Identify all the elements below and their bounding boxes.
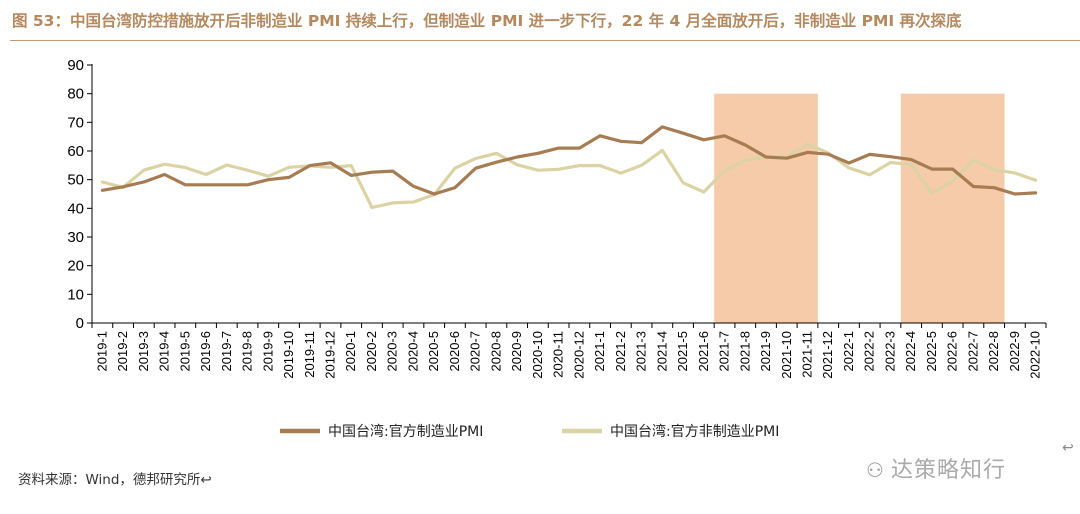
- x-tick-label: 2022-10: [1028, 331, 1043, 379]
- x-tick-label: 2022-4: [903, 331, 918, 371]
- title-divider: [10, 40, 1080, 41]
- x-tick-label: 2019-6: [198, 331, 213, 371]
- x-tick-label: 2021-5: [675, 331, 690, 371]
- y-tick-label: 10: [67, 286, 84, 303]
- x-tick-label: 2020-2: [364, 331, 379, 371]
- x-tick-label: 2021-8: [737, 331, 752, 371]
- x-tick-label: 2020-6: [447, 331, 462, 371]
- x-tick-label: 2022-1: [841, 331, 856, 371]
- series-line-1: [100, 125, 1038, 196]
- x-tick-label: 2019-9: [260, 331, 275, 371]
- x-tick-label: 2019-8: [240, 331, 255, 371]
- legend-label-1: 中国台湾:官方制造业PMI: [328, 423, 483, 440]
- x-tick-label: 2019-7: [219, 331, 234, 371]
- shaded-range-1: [714, 93, 818, 323]
- x-tick-label: 2021-9: [758, 331, 773, 371]
- x-tick-label: 2022-5: [924, 331, 939, 371]
- y-tick-label: 70: [67, 114, 84, 131]
- y-tick-label: 40: [67, 200, 84, 217]
- x-axis-ticks: 2019-1 2019-2 2019-3 2019-4 2019-5 2019-6 2019…: [91, 323, 1047, 379]
- x-tick-label: 2022-7: [965, 331, 980, 371]
- x-tick-label: 2021-3: [634, 331, 649, 371]
- watermark: ⚇ 达策略知行: [866, 452, 1006, 484]
- x-tick-label: 2022-6: [945, 331, 960, 371]
- x-tick-label: 2019-4: [157, 331, 172, 371]
- figure-title: 图 53：中国台湾防控措施放开后非制造业 PMI 持续上行，但制造业 PMI 进…: [12, 12, 962, 30]
- x-tick-label: 2019-3: [136, 331, 151, 371]
- x-tick-label: 2021-6: [696, 331, 711, 371]
- x-tick-label: 2020-4: [405, 331, 420, 371]
- y-axis-ticks: 0 10 20 30 40 50 60 70 80 90: [67, 57, 92, 332]
- x-tick-label: 2019-2: [115, 331, 130, 371]
- watermark-text: 达策略知行: [890, 458, 1006, 483]
- x-tick-label: 2020-3: [385, 331, 400, 371]
- y-tick-label: 0: [76, 315, 84, 332]
- x-tick-label: 2020-8: [488, 331, 503, 371]
- x-tick-label: 2022-8: [986, 331, 1001, 371]
- y-tick-label: 60: [67, 143, 84, 160]
- y-tick-label: 90: [67, 57, 84, 74]
- x-tick-label: 2022-2: [862, 331, 877, 371]
- x-tick-label: 2021-1: [592, 331, 607, 371]
- series-lines: [100, 125, 1038, 210]
- x-tick-label: 2022-3: [882, 331, 897, 371]
- x-tick-label: 2021-12: [820, 331, 835, 379]
- x-tick-label: 2019-10: [281, 331, 296, 379]
- shaded-range-2: [900, 93, 1005, 323]
- y-tick-label: 20: [67, 258, 84, 275]
- x-tick-label: 2020-11: [551, 331, 566, 378]
- return-mark: ↩: [1062, 440, 1074, 456]
- x-tick-label: 2019-12: [323, 331, 338, 379]
- shaded-regions: [714, 93, 1005, 323]
- x-tick-label: 2020-1: [343, 331, 358, 371]
- x-tick-label: 2019-11: [302, 331, 317, 378]
- x-tick-label: 2019-5: [177, 331, 192, 371]
- x-tick-label: 2020-5: [426, 331, 441, 371]
- x-tick-label: 2020-9: [509, 331, 524, 371]
- x-tick-label: 2022-9: [1007, 331, 1022, 371]
- y-tick-label: 80: [67, 86, 84, 103]
- y-tick-label: 50: [67, 172, 84, 189]
- x-tick-label: 2021-7: [717, 331, 732, 371]
- series-line-2: [100, 142, 1038, 210]
- legend-label-2: 中国台湾:官方非制造业PMI: [610, 423, 779, 440]
- x-tick-label: 2021-2: [613, 331, 628, 371]
- x-tick-label: 2020-7: [468, 331, 483, 371]
- x-tick-label: 2020-12: [571, 331, 586, 379]
- x-tick-label: 2020-10: [530, 331, 545, 379]
- x-tick-label: 2021-4: [654, 331, 669, 371]
- source-note: 资料来源：Wind，德邦研究所↩: [18, 472, 212, 488]
- x-tick-label: 2021-11: [800, 331, 815, 378]
- x-tick-label: 2021-10: [779, 331, 794, 379]
- x-tick-label: 2019-1: [94, 331, 109, 371]
- chart-legend: 中国台湾:官方制造业PMI 中国台湾:官方非制造业PMI: [280, 423, 779, 440]
- y-tick-label: 30: [67, 229, 84, 246]
- wechat-icon: ⚇: [866, 458, 885, 482]
